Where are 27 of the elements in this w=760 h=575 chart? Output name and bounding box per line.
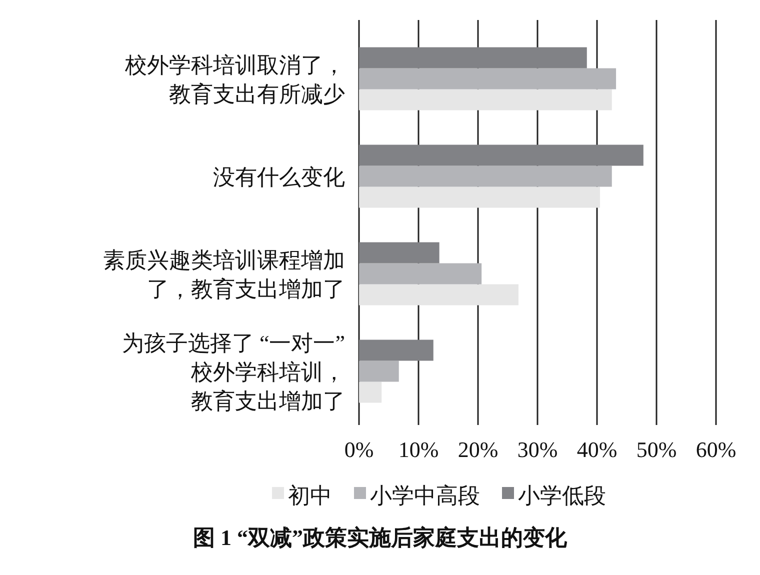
bar (359, 263, 482, 284)
y-tick-label: 没有什么变化 (213, 164, 345, 190)
x-tick-label: 20% (458, 437, 498, 462)
bar (359, 242, 440, 264)
x-tick-label: 60% (696, 437, 736, 462)
bar (359, 144, 644, 166)
x-tick-label: 0% (344, 437, 374, 462)
text: 图 1 “双减”政策实施后家庭支出的变化 (193, 525, 568, 550)
y-tick-label: 素质兴趣类培训课程增加了，教育支出增加了 (103, 247, 345, 302)
legend-label: 小学中高段 (370, 483, 480, 508)
bar (359, 340, 434, 361)
bar (359, 89, 612, 110)
y-tick-label: 校外学科培训取消了，教育支出有所减少 (124, 52, 345, 106)
y-tick-label: 为孩子选择了 “一对一”校外学科培训，教育支出增加了 (122, 330, 345, 414)
legend-label: 小学低段 (518, 483, 606, 508)
x-tick-label: 40% (576, 437, 618, 462)
x-tick-label: 30% (517, 437, 558, 462)
legend-label: 初中 (288, 483, 332, 508)
x-tick-label: 50% (636, 437, 677, 462)
bar (359, 360, 399, 382)
bar (359, 166, 612, 187)
bar (359, 186, 600, 208)
bar (359, 284, 518, 306)
bar (359, 68, 616, 90)
x-tick-label: 10% (398, 437, 439, 462)
bar (359, 382, 382, 403)
bar (359, 47, 587, 68)
